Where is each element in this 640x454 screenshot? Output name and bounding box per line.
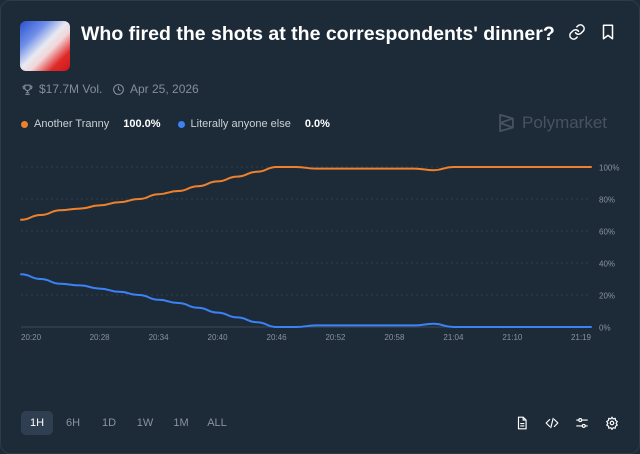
- market-thumbnail: [20, 21, 70, 71]
- code-icon[interactable]: [545, 414, 559, 432]
- x-tick-label: 20:46: [267, 333, 288, 342]
- polymarket-watermark: Polymarket: [497, 113, 607, 133]
- trophy-icon: [21, 83, 34, 96]
- y-tick-label: 40%: [599, 260, 615, 269]
- x-tick-label: 20:34: [149, 333, 170, 342]
- x-tick-label: 20:58: [384, 333, 405, 342]
- clock-icon: [112, 83, 125, 96]
- bookmark-icon[interactable]: [599, 23, 617, 41]
- x-tick-label: 20:20: [21, 333, 42, 342]
- range-1w-button[interactable]: 1W: [136, 417, 154, 429]
- polymarket-logo-icon: [497, 113, 516, 133]
- chart-legend: Another Tranny 100.0% Literally anyone e…: [21, 118, 330, 130]
- market-title: Who fired the shots at the correspondent…: [81, 23, 555, 45]
- volume-text: $17.7M Vol.: [39, 82, 103, 96]
- legend-dot: [177, 120, 185, 128]
- date-text: Apr 25, 2026: [130, 82, 199, 96]
- x-tick-label: 21:10: [502, 333, 523, 342]
- range-1d-button[interactable]: 1D: [101, 417, 117, 429]
- y-tick-label: 60%: [599, 228, 615, 237]
- date-meta: Apr 25, 2026: [112, 82, 199, 96]
- legend-item-anyone-else: Literally anyone else 0.0%: [177, 118, 330, 130]
- brand-name: Polymarket: [522, 113, 608, 132]
- range-6h-button[interactable]: 6H: [65, 417, 81, 429]
- link-icon[interactable]: [568, 23, 586, 41]
- legend-name: Literally anyone else: [190, 118, 291, 130]
- volume-meta: $17.7M Vol.: [21, 82, 102, 96]
- gear-icon[interactable]: [605, 414, 619, 432]
- range-1m-button[interactable]: 1M: [173, 417, 189, 429]
- sliders-icon[interactable]: [575, 414, 589, 432]
- x-tick-label: 21:19: [571, 333, 592, 342]
- range-1h-button[interactable]: 1H: [21, 411, 53, 435]
- legend-value: 0.0%: [304, 118, 330, 130]
- document-icon[interactable]: [515, 414, 529, 432]
- legend-item-another-tranny: Another Tranny 100.0%: [21, 118, 161, 130]
- legend-value: 100.0%: [123, 118, 161, 130]
- time-range-selector: 1H 6H 1D 1W 1M ALL: [21, 411, 233, 435]
- x-tick-label: 20:40: [208, 333, 229, 342]
- y-tick-label: 100%: [599, 164, 619, 173]
- x-tick-label: 21:04: [443, 333, 464, 342]
- price-chart[interactable]: 0% 20% 40% 60% 80% 100% 20:20 20:28 20:34 20:40 20…: [1, 151, 640, 351]
- range-all-button[interactable]: ALL: [207, 417, 227, 429]
- y-tick-label: 80%: [599, 196, 615, 205]
- x-tick-label: 20:28: [90, 333, 111, 342]
- y-tick-label: 20%: [599, 292, 615, 301]
- y-tick-label: 0%: [599, 324, 611, 333]
- series-line-1: [20, 273, 592, 328]
- chart-tools: [515, 414, 619, 432]
- legend-name: Another Tranny: [34, 118, 110, 130]
- legend-dot: [21, 120, 28, 128]
- series-line-0: [20, 166, 592, 221]
- x-tick-label: 20:52: [325, 333, 346, 342]
